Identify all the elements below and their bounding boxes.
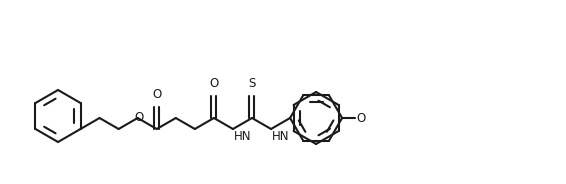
Text: O: O <box>152 88 161 101</box>
Text: HN: HN <box>272 130 290 143</box>
Text: S: S <box>248 77 256 90</box>
Text: O: O <box>209 77 218 90</box>
Text: HN: HN <box>234 130 251 143</box>
Text: O: O <box>134 111 143 123</box>
Text: O: O <box>356 112 366 125</box>
